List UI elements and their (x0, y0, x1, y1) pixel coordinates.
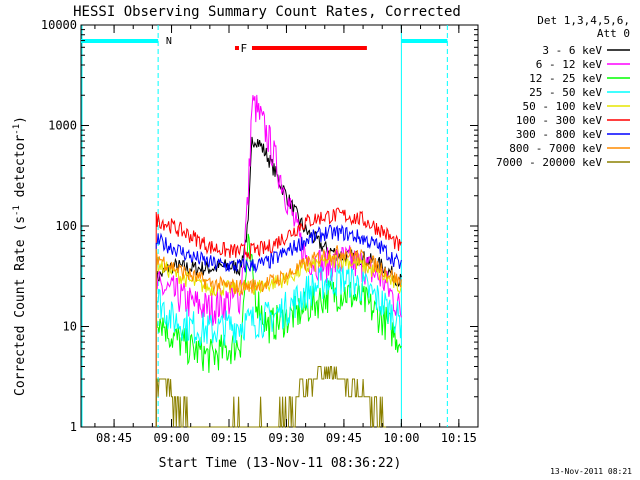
series-line-7 (155, 224, 402, 427)
y-label-sup2: -1 (12, 124, 22, 135)
y-label-sup1: -1 (12, 205, 22, 216)
plot-area: 08:45 09:00 09:15 09:30 09:45 10:00 10:15 1101… (41, 18, 479, 445)
y-tick-label-4: 1000 (48, 119, 77, 133)
series-line-1 (155, 136, 402, 427)
y-tick-label-2: 10 (63, 320, 77, 334)
x-tick-label-7: 10:15 (441, 431, 477, 445)
legend-label-2: 6 - 12 keV (536, 58, 603, 71)
night-annotation: N (166, 36, 172, 47)
legend-title-line2: Att 0 (597, 27, 630, 40)
x-axis-ticks: 08:45 09:00 09:15 09:30 09:45 10:00 10:15 (94, 25, 479, 445)
flare-bar-marker (234, 46, 239, 50)
series-line-6 (155, 207, 402, 427)
x-tick-label-5: 09:45 (326, 431, 362, 445)
shading-bars (81, 25, 448, 427)
footer-date: 13-Nov-2011 08:21 (550, 467, 632, 476)
y-label-end: ) (13, 116, 28, 124)
x-tick-label-4: 09:30 (268, 431, 304, 445)
series-line-9 (155, 366, 387, 428)
x-axis-label: Start Time (13-Nov-11 08:36:22) (159, 456, 402, 471)
y-label-mid: detector (13, 135, 28, 206)
x-tick-label-1: 08:45 (96, 431, 132, 445)
legend-label-9: 7000 - 20000 keV (496, 156, 602, 169)
chart-title: HESSI Observing Summary Count Rates, Cor… (73, 4, 461, 20)
legend-label-5: 50 - 100 keV (523, 100, 603, 113)
flare-annotation: F (240, 42, 247, 55)
x-tick-label-6: 10:00 (383, 431, 419, 445)
series-line-3 (155, 233, 402, 427)
legend-title-line1: Det 1,3,4,5,6, (537, 14, 630, 27)
legend-label-7: 300 - 800 keV (516, 128, 602, 141)
legend-label-6: 100 - 300 keV (516, 114, 602, 127)
y-tick-label-1: 1 (70, 420, 77, 434)
x-tick-label-3: 09:15 (211, 431, 247, 445)
legend-label-4: 25 - 50 keV (529, 86, 602, 99)
series-line-4 (155, 264, 402, 427)
y-tick-label-3: 100 (55, 219, 77, 233)
legend-label-1: 3 - 6 keV (542, 44, 602, 57)
legend-label-3: 12 - 25 keV (529, 72, 602, 85)
y-axis-ticks: 1 10 100 1000 10000 (41, 18, 478, 434)
series-lines (155, 94, 402, 428)
legend-label-8: 800 - 7000 keV (509, 142, 602, 155)
y-label-main: Corrected Count Rate (s (13, 216, 28, 396)
y-axis-label: Corrected Count Rate (s-1 detector-1) (12, 116, 28, 396)
x-tick-label-2: 09:00 (153, 431, 189, 445)
y-tick-label-5: 10000 (41, 18, 77, 32)
series-line-8 (155, 245, 402, 427)
plot-frame (80, 24, 479, 428)
